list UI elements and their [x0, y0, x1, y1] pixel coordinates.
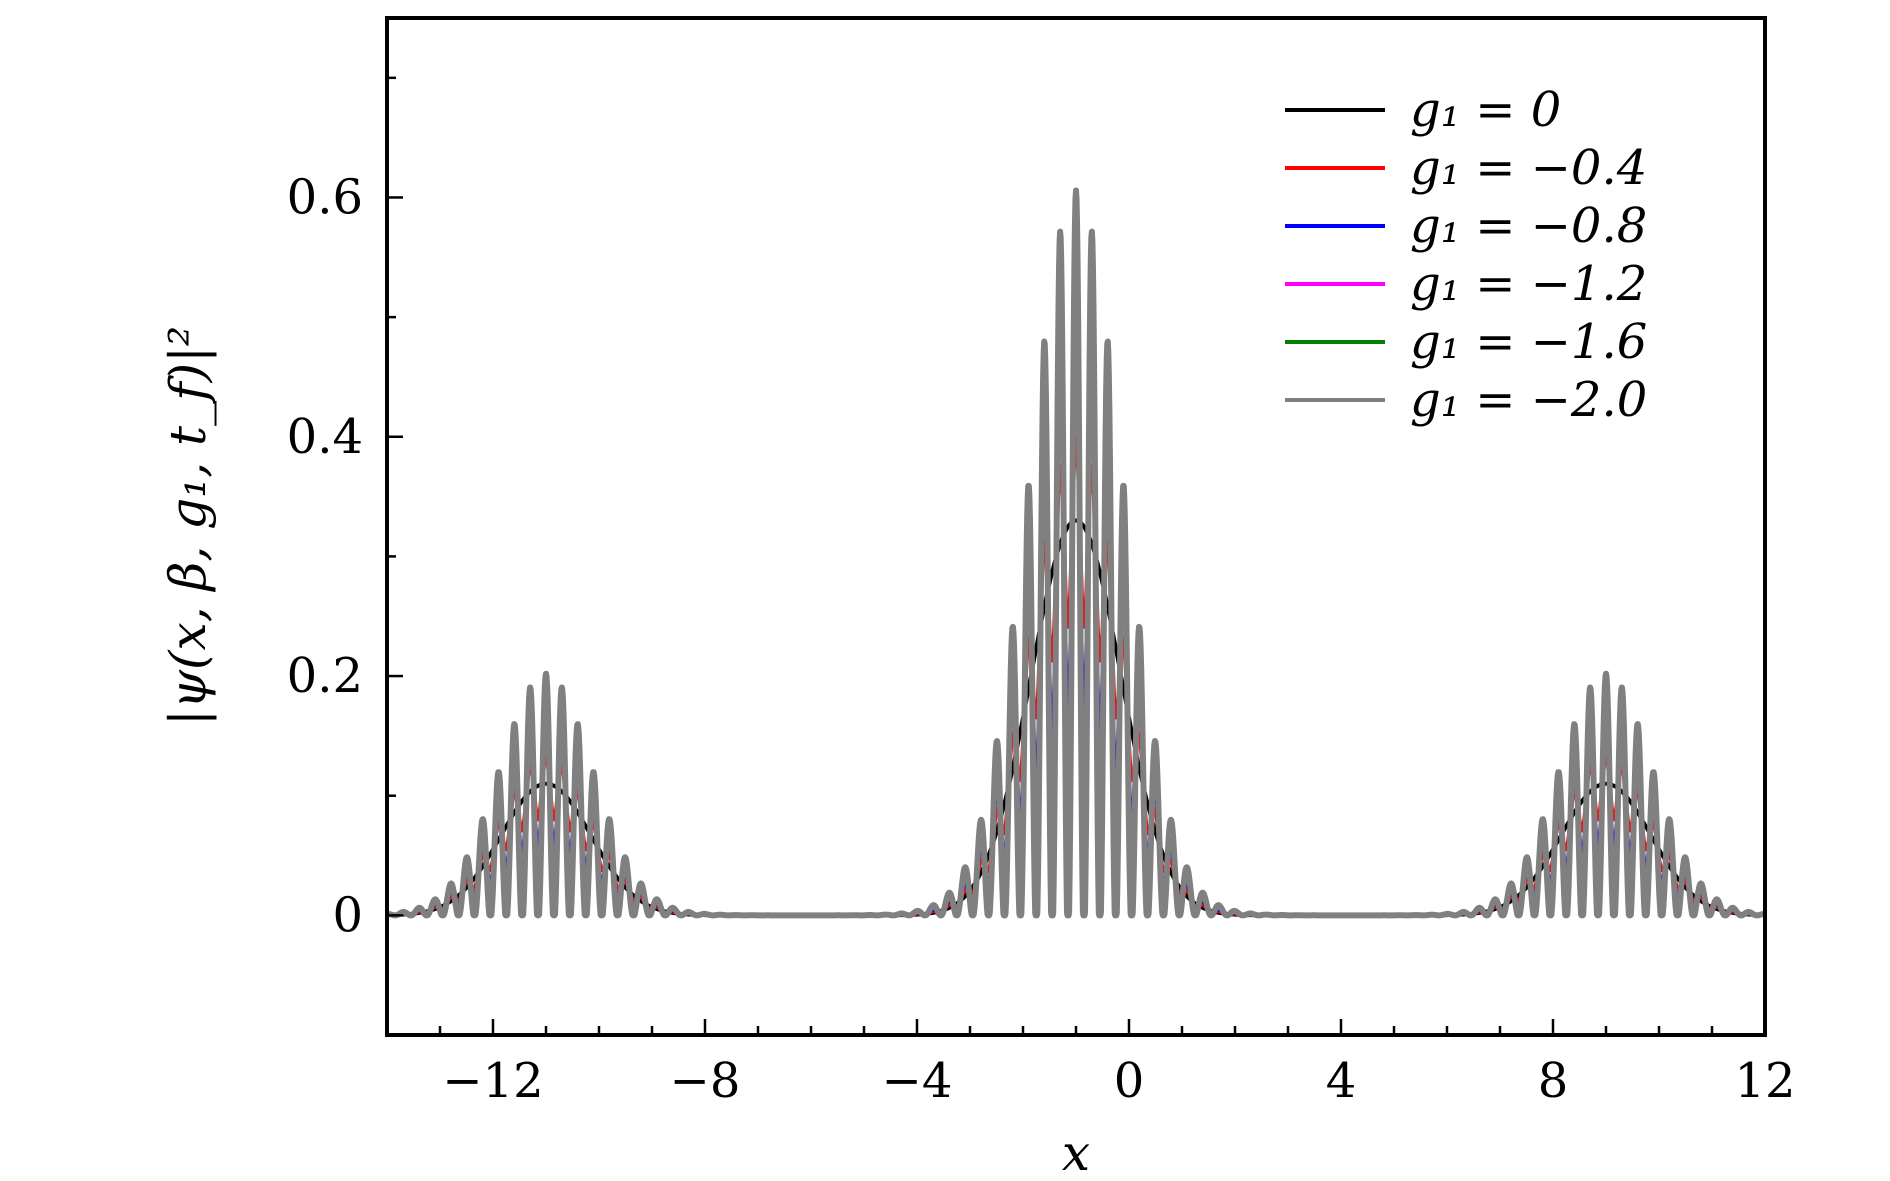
y-axis: 0 0.2 0.4 0.6 [287, 76, 403, 1037]
legend-label: g₁ = −0.8 [1410, 198, 1647, 254]
legend-label: g₁ = −1.2 [1410, 256, 1647, 312]
y-axis-label: |ψ(x, β, g₁, t_f)|² [159, 326, 217, 726]
series-line [387, 187, 1765, 919]
x-tick-label: −12 [442, 1053, 543, 1109]
legend-label: g₁ = −0.4 [1410, 140, 1647, 196]
legend-label: g₁ = 0 [1410, 82, 1561, 138]
x-tick-label: 8 [1538, 1053, 1569, 1109]
y-tick-label: 0 [332, 887, 363, 943]
legend-label: g₁ = −2.0 [1410, 372, 1647, 428]
legend-label: g₁ = −1.6 [1410, 314, 1647, 370]
x-axis: −12 −8 −4 0 4 8 12 [385, 1019, 1796, 1109]
x-tick-label: 12 [1734, 1053, 1795, 1109]
series-line [387, 518, 1765, 918]
x-axis-label: x [1062, 1124, 1090, 1181]
x-tick-label: 0 [1114, 1053, 1145, 1109]
x-tick-label: −8 [670, 1053, 741, 1109]
y-tick-label: 0.6 [287, 169, 363, 225]
y-tick-label: 0.2 [287, 648, 363, 704]
x-tick-label: 4 [1326, 1053, 1357, 1109]
legend: g₁ = 0g₁ = −0.4g₁ = −0.8g₁ = −1.2g₁ = −1… [1285, 82, 1647, 428]
x-tick-label: −4 [882, 1053, 953, 1109]
series-layer [387, 187, 1765, 919]
y-tick-label: 0.4 [287, 409, 363, 465]
